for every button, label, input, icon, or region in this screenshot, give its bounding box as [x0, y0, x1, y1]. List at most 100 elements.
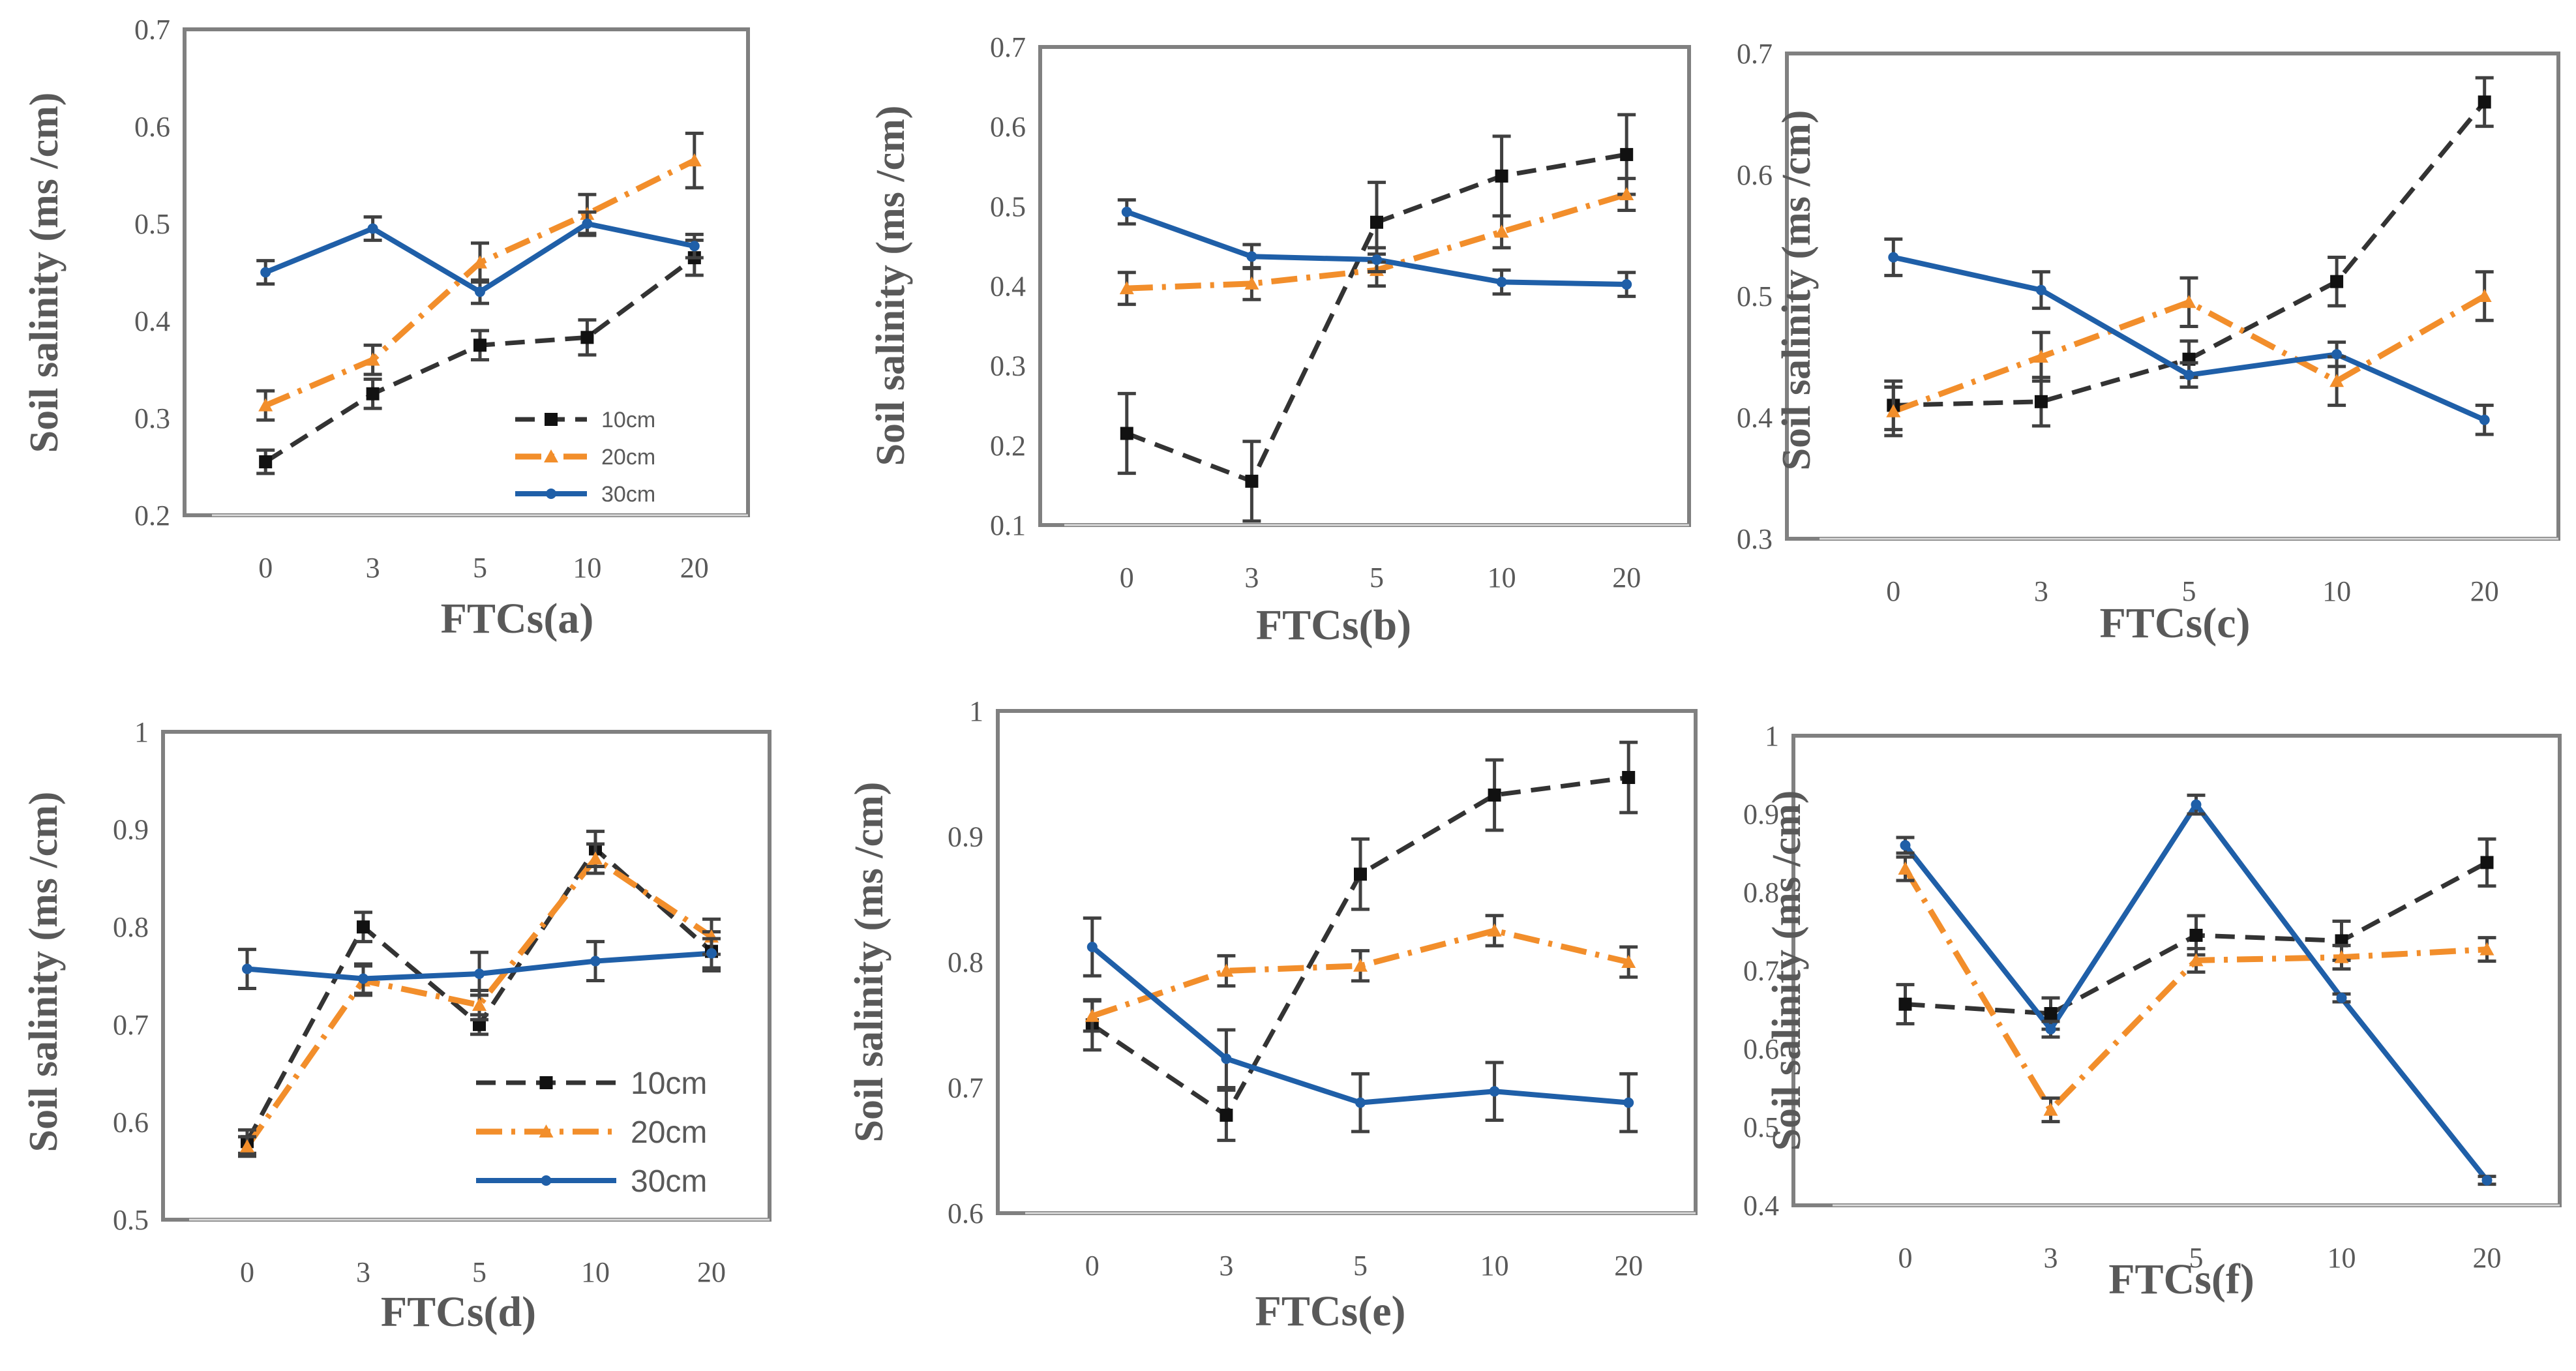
data-point-10cm [1620, 147, 1634, 161]
x-tick-label: 3 [1219, 1250, 1233, 1282]
y-tick-label: 0.7 [990, 31, 1026, 63]
x-tick-label: 5 [473, 552, 487, 584]
data-point-20cm [1219, 963, 1234, 977]
legend: 10cm 20cm 30cm [515, 408, 655, 507]
x-tick-label: 0 [1898, 1242, 1913, 1274]
y-tick-label: 0.6 [948, 1198, 983, 1229]
x-tick-label: 3 [2034, 575, 2048, 607]
y-tick-label: 0.6 [1743, 1033, 1779, 1065]
data-point-20cm [472, 997, 487, 1011]
x-tick-label: 3 [366, 552, 380, 584]
data-point-20cm [1494, 224, 1509, 238]
y-tick-label: 0.9 [948, 821, 983, 853]
y-tick-label: 0.7 [134, 14, 170, 46]
x-tick-label: 0 [1085, 1250, 1100, 1282]
data-point-30cm [1621, 279, 1632, 290]
x-tick-label: 3 [2044, 1242, 2058, 1274]
x-tick-label: 5 [2189, 1242, 2204, 1274]
x-tick-label: 10 [1488, 562, 1516, 594]
x-axis-title: FTCs(e) [1255, 1288, 1406, 1335]
x-tick-label: 0 [258, 552, 273, 584]
data-point-10cm [2480, 856, 2494, 869]
data-point-10cm [2189, 929, 2203, 942]
x-tick-label: 10 [2322, 575, 2351, 607]
data-point-10cm [1354, 867, 1367, 881]
y-tick-label: 0.4 [990, 271, 1026, 303]
y-tick-label: 0.4 [1743, 1190, 1779, 1222]
y-tick-label: 0.5 [1737, 280, 1773, 312]
data-point-10cm [1898, 997, 1912, 1011]
y-axis-title: Soil salinity (ms /cm) [847, 782, 891, 1143]
y-tick-label: 0.6 [990, 111, 1026, 143]
y-tick-label: 0.6 [113, 1106, 149, 1138]
legend-label-10cm: 10cm [631, 1066, 707, 1101]
x-tick-label: 20 [2473, 1242, 2502, 1274]
data-point-20cm [1619, 187, 1634, 201]
x-tick-label: 20 [697, 1256, 726, 1288]
x-tick-label: 3 [1244, 562, 1259, 594]
data-point-10cm [366, 387, 380, 400]
data-point-20cm [2329, 374, 2344, 387]
y-tick-label: 0.5 [134, 208, 170, 240]
data-point-10cm [1622, 771, 1636, 785]
data-point-30cm [2331, 349, 2343, 360]
legend: 10cm 20cm 30cm [476, 1066, 707, 1199]
chart-panel-b: 0.1 0.2 0.3 0.4 0.5 0.6 0.7 0 3 5 10 20 FTCs(b) Soil … [869, 31, 1691, 649]
data-point-30cm [689, 241, 700, 252]
data-point-30cm [1496, 277, 1507, 288]
y-tick-label: 0.7 [113, 1009, 149, 1041]
data-point-20cm [240, 1139, 254, 1153]
legend-label-30cm: 30cm [601, 482, 655, 507]
data-point-20cm [1487, 923, 1502, 937]
data-point-10cm [259, 455, 273, 469]
data-point-10cm [2330, 275, 2344, 288]
data-point-30cm [1086, 941, 1098, 952]
x-tick-label: 10 [581, 1256, 610, 1288]
x-axis-title: FTCs(d) [381, 1288, 536, 1336]
x-axis-title: FTCs(f) [2108, 1256, 2254, 1303]
data-point-30cm [1121, 206, 1132, 217]
x-tick-label: 0 [1886, 575, 1900, 607]
data-point-20cm [2479, 942, 2494, 956]
data-point-30cm [1888, 252, 1899, 263]
x-tick-label: 20 [2470, 575, 2499, 607]
data-point-20cm [1886, 404, 1901, 417]
series-line-30cm [1903, 802, 2489, 1183]
y-tick-label: 0.8 [948, 946, 983, 978]
legend-marker [544, 449, 558, 462]
data-point-30cm [367, 223, 378, 234]
data-point-10cm [1488, 788, 1501, 802]
data-point-20cm [473, 255, 487, 269]
legend-marker [539, 1124, 554, 1137]
y-tick-label: 0.9 [113, 814, 149, 846]
data-point-30cm [1355, 1097, 1366, 1108]
x-tick-label: 20 [1612, 562, 1641, 594]
data-point-10cm [2478, 95, 2491, 109]
x-tick-label: 20 [1614, 1250, 1643, 1282]
data-point-10cm [2034, 395, 2048, 408]
x-tick-label: 5 [1353, 1250, 1368, 1282]
x-axis-title: FTCs(a) [441, 595, 594, 642]
data-point-20cm [258, 398, 273, 412]
y-tick-label: 0.4 [1737, 402, 1773, 434]
x-tick-label: 0 [240, 1256, 254, 1288]
data-point-10cm [357, 920, 370, 934]
data-point-30cm [1623, 1097, 1634, 1108]
y-tick-label: 0.9 [1743, 798, 1779, 830]
y-tick-label: 1 [134, 716, 149, 748]
legend-marker [546, 489, 556, 499]
y-tick-label: 0.3 [990, 350, 1026, 382]
data-point-30cm [358, 973, 368, 984]
data-point-10cm [2044, 1007, 2058, 1020]
data-point-20cm [365, 352, 380, 366]
data-point-20cm [687, 153, 702, 167]
data-point-30cm [475, 286, 485, 297]
legend-marker [539, 1076, 553, 1089]
chart-panel-a: 0.2 0.3 0.4 0.5 0.6 0.7 0 3 5 10 20 FTCs(a) Soil sal… [22, 14, 750, 642]
data-point-20cm [2477, 289, 2492, 302]
y-axis-title: Soil salinity (ms /cm) [1775, 110, 1819, 471]
x-tick-label: 5 [1370, 562, 1384, 594]
x-tick-label: 3 [356, 1256, 370, 1288]
